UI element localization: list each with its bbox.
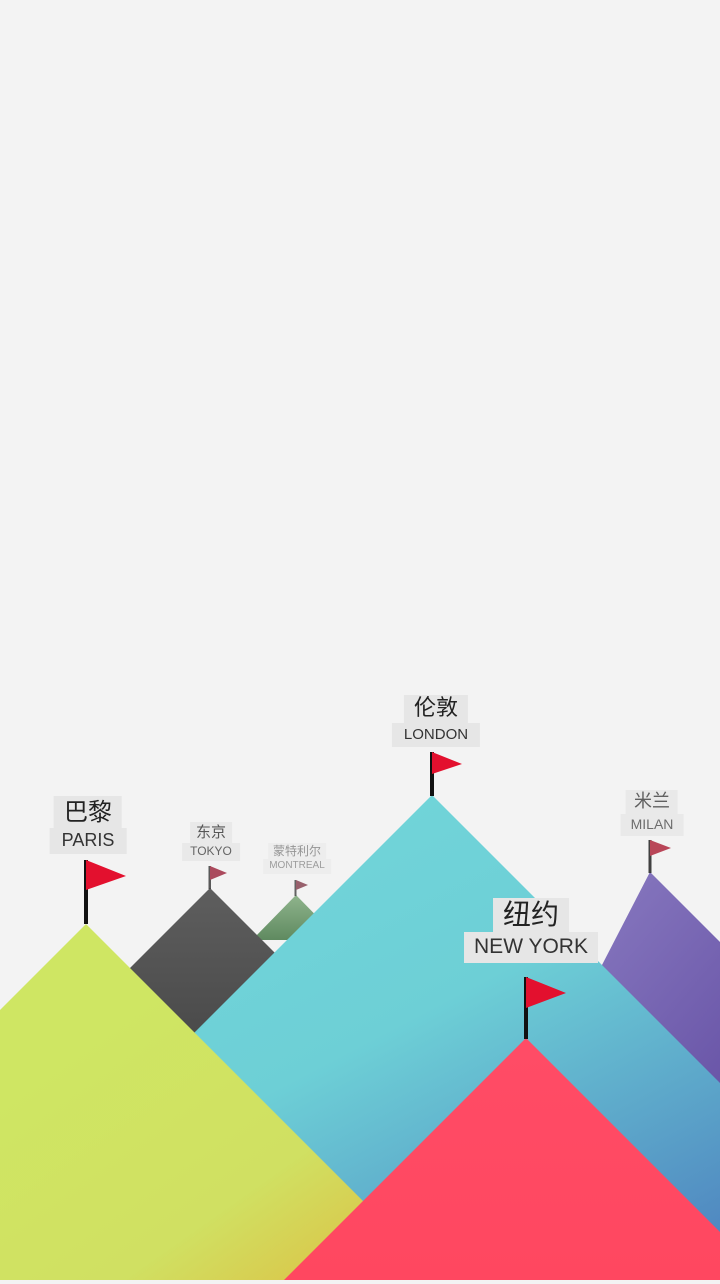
label-newyork: 纽约 NEW YORK (464, 898, 598, 963)
city-name-cn: 东京 (189, 822, 233, 843)
city-name-cn: 蒙特利尔 (267, 843, 326, 859)
label-milan: 米兰 MILAN (620, 790, 684, 836)
city-name-en: LONDON (391, 723, 481, 747)
label-montreal: 蒙特利尔 MONTREAL (263, 843, 331, 874)
city-name-en: TOKYO (182, 843, 240, 861)
city-name-cn: 巴黎 (54, 796, 122, 828)
flag-icon (430, 752, 462, 796)
flag-icon (648, 840, 671, 873)
city-name-cn: 纽约 (492, 898, 569, 932)
city-name-en: PARIS (49, 828, 127, 854)
label-tokyo: 东京 TOKYO (182, 822, 240, 861)
city-name-cn: 伦敦 (403, 695, 468, 723)
mountain-newyork (284, 1038, 720, 1280)
mountain-paris (0, 924, 442, 1280)
label-paris: 巴黎 PARIS (49, 796, 127, 854)
city-name-en: MONTREAL (263, 859, 331, 874)
city-name-en: MILAN (620, 814, 684, 836)
city-name-en: NEW YORK (464, 932, 598, 963)
flag-icon (294, 880, 308, 896)
city-name-cn: 米兰 (625, 790, 678, 814)
flag-icon (208, 866, 227, 889)
flag-icon (524, 977, 566, 1039)
label-london: 伦敦 LONDON (391, 695, 481, 747)
flag-icon (84, 860, 126, 924)
